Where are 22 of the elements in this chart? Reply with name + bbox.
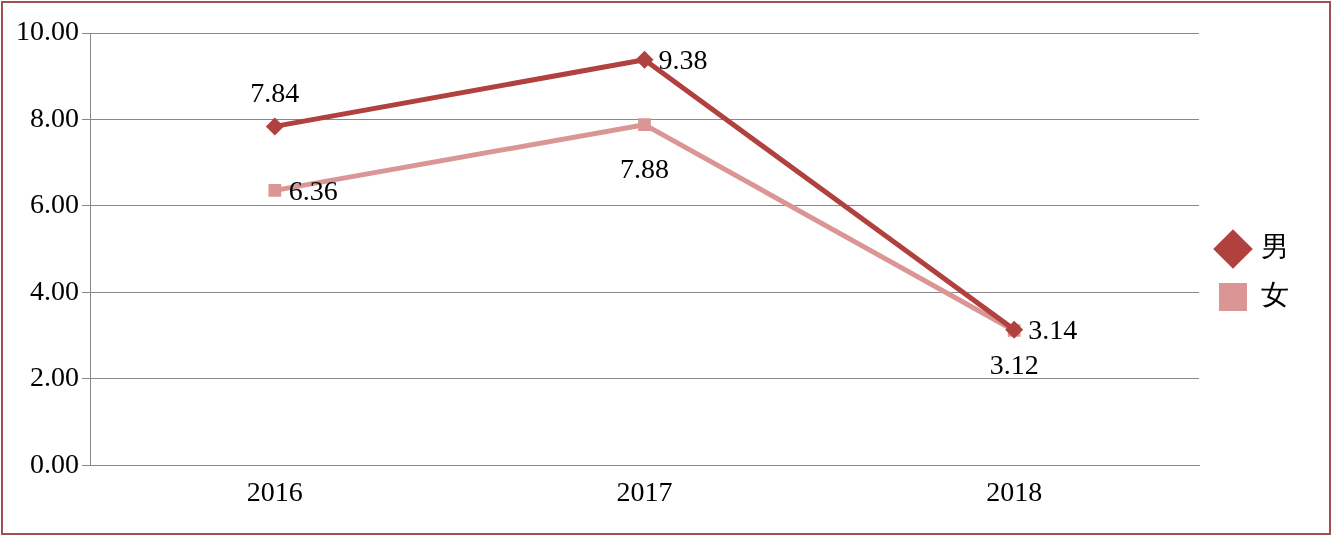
x-tick-label: 2018 bbox=[986, 475, 1043, 507]
point bbox=[1005, 320, 1024, 339]
point bbox=[268, 184, 282, 197]
data-label: 7.88 bbox=[620, 153, 669, 185]
y-tick-label: 2.00 bbox=[30, 361, 79, 393]
point bbox=[635, 50, 654, 69]
y-tick-label: 10.00 bbox=[16, 15, 79, 47]
x-tick-label: 2017 bbox=[616, 475, 673, 507]
y-tick-label: 8.00 bbox=[30, 101, 79, 133]
data-label: 3.12 bbox=[989, 348, 1039, 380]
data-label: 9.38 bbox=[658, 44, 708, 76]
x-tick-label: 2016 bbox=[246, 475, 303, 507]
legend-label: 男 bbox=[1261, 231, 1289, 263]
legend-label: 女 bbox=[1261, 279, 1289, 311]
y-tick-label: 6.00 bbox=[30, 188, 79, 220]
data-label: 6.36 bbox=[288, 174, 338, 206]
point bbox=[638, 118, 651, 132]
data-label: 3.14 bbox=[1028, 313, 1078, 345]
point bbox=[265, 117, 284, 136]
data-label: 7.84 bbox=[250, 76, 300, 108]
y-tick-label: 0.00 bbox=[30, 447, 79, 479]
y-tick-label: 4.00 bbox=[30, 274, 79, 306]
